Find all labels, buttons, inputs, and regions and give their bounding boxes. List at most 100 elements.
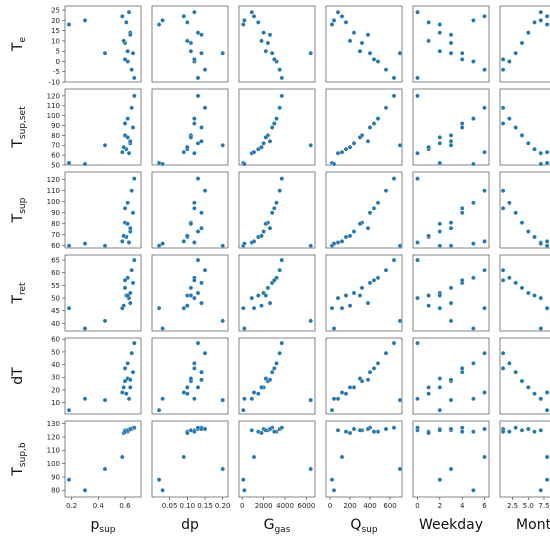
data-point (526, 385, 531, 390)
y-axis-label-Te: Te (10, 36, 28, 52)
y-tick-label: 40 (51, 320, 60, 328)
data-point (519, 133, 525, 138)
data-point (122, 366, 128, 371)
data-point (267, 32, 273, 38)
data-point (371, 121, 377, 126)
data-point (185, 303, 190, 308)
data-point (459, 366, 465, 371)
data-point (125, 135, 130, 140)
x-tick-label: 0.10 (180, 502, 196, 510)
data-point (120, 390, 125, 395)
data-point (82, 18, 88, 23)
data-point (482, 239, 487, 244)
data-point (415, 340, 420, 346)
y-tick-label: 100 (47, 112, 60, 120)
data-point (513, 425, 518, 430)
panel-frame (238, 420, 316, 498)
data-point (195, 257, 201, 263)
data-point (156, 477, 162, 482)
x-axis-label-Ggas: Ggas (264, 517, 291, 535)
data-point (397, 466, 403, 472)
panel-frame (151, 88, 229, 166)
y-axis-label-Tsup: Tsup (10, 197, 28, 223)
data-point (121, 385, 126, 390)
x-tick-label: 0.2 (66, 502, 77, 510)
data-point (437, 160, 443, 166)
data-point (347, 303, 353, 308)
x-tick-label: 0.6 (119, 502, 131, 510)
data-point (241, 305, 246, 311)
data-point (482, 14, 487, 19)
data-point (274, 200, 279, 206)
y-axis-label-Tsupset: Tsup,set (10, 106, 28, 149)
data-point (500, 278, 506, 283)
data-point (482, 188, 487, 193)
data-point (347, 233, 353, 239)
data-point (538, 150, 544, 156)
data-point (128, 426, 133, 432)
data-point (156, 243, 162, 249)
data-point (351, 30, 357, 35)
y-tick-label: 45 (51, 307, 60, 315)
data-point (132, 340, 137, 346)
data-point (267, 426, 273, 432)
data-point (251, 14, 257, 19)
data-point (532, 293, 537, 298)
data-point (66, 305, 72, 311)
data-point (102, 143, 108, 148)
data-point (437, 385, 443, 390)
data-point (195, 229, 201, 234)
data-point (82, 326, 88, 331)
panel-frame (325, 88, 403, 166)
data-point (471, 241, 476, 246)
data-point (500, 350, 506, 356)
data-point (128, 300, 133, 306)
data-point (415, 150, 420, 156)
data-point (482, 390, 487, 395)
data-point (66, 407, 72, 413)
data-point (220, 243, 225, 249)
data-point (397, 243, 403, 249)
x-tick-label: 4 (460, 502, 465, 510)
y-tick-label: 60 (51, 152, 60, 160)
data-point (347, 430, 353, 436)
data-point (448, 318, 454, 324)
data-point (375, 200, 381, 206)
data-point (331, 488, 337, 493)
data-point (471, 488, 476, 493)
data-point (331, 18, 337, 23)
data-point (259, 430, 264, 436)
x-axis-label-psup: psup (91, 517, 116, 535)
data-point (426, 391, 431, 396)
data-point (544, 243, 550, 249)
data-point (185, 385, 190, 390)
data-point (269, 210, 275, 216)
x-tick-label: 5.0 (523, 502, 534, 510)
data-point (263, 48, 269, 54)
data-point (538, 9, 544, 15)
data-point (365, 426, 371, 432)
panel-Tsupset-vs-psup (64, 88, 142, 167)
data-point (459, 50, 465, 56)
y-axis-label-Tret: Tret (10, 282, 28, 305)
data-point (126, 396, 132, 402)
data-point (251, 390, 257, 395)
data-point (507, 200, 512, 206)
data-point (160, 488, 165, 493)
data-point (519, 428, 525, 433)
data-point (192, 366, 197, 371)
data-point (195, 30, 201, 35)
y-tick-label: 120 (47, 176, 60, 184)
data-point (269, 369, 275, 375)
data-point (482, 105, 487, 111)
panel-frame (412, 5, 490, 83)
data-point (202, 350, 208, 356)
x-axis-label-Ggas-base: G (264, 517, 275, 533)
data-point (526, 426, 531, 432)
data-point (308, 50, 313, 56)
data-point (415, 176, 420, 181)
data-point (343, 391, 349, 396)
data-point (471, 59, 476, 64)
data-point (181, 390, 187, 395)
y-tick-label: 80 (51, 487, 60, 495)
